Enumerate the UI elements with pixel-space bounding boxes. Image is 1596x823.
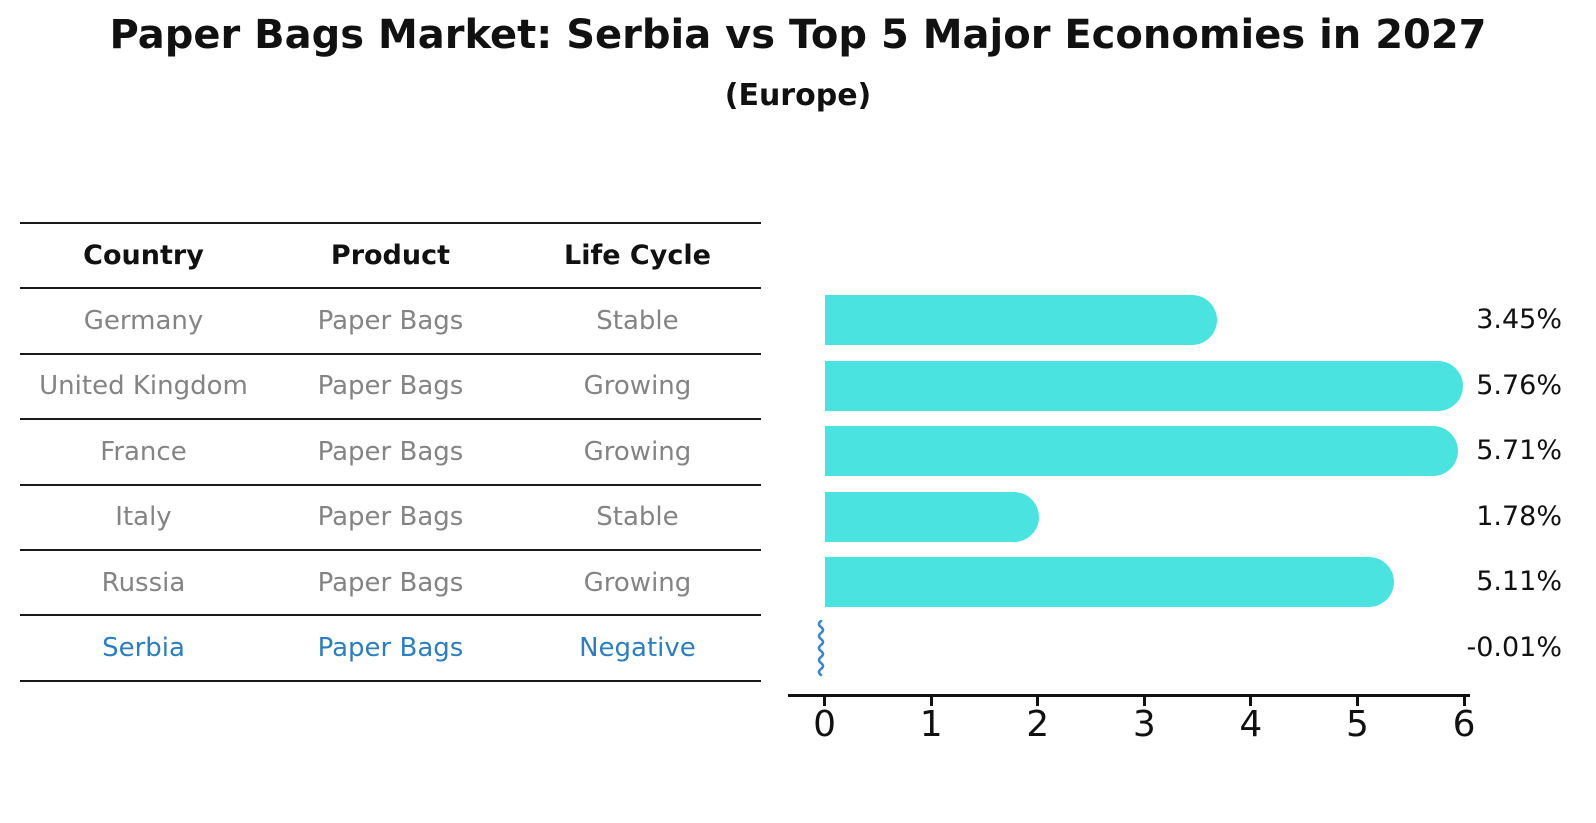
cell-life-cycle: Stable	[596, 502, 679, 533]
x-axis-tick-label-0: 0	[813, 704, 837, 745]
cell-country: Italy	[115, 502, 172, 533]
value-label-italy: 1.78%	[1476, 501, 1562, 532]
cell-country: France	[100, 436, 187, 467]
x-axis-tick-0	[823, 697, 827, 706]
chart-title: Paper Bags Market: Serbia vs Top 5 Major…	[109, 12, 1487, 58]
cell-product: Paper Bags	[317, 502, 464, 533]
negative-value-squiggle-serbia	[815, 619, 827, 682]
cell-life-cycle: Growing	[583, 567, 692, 598]
table-row: Italy Paper Bags Stable	[20, 486, 761, 551]
bar-germany	[824, 295, 1218, 345]
bar-france	[824, 426, 1459, 476]
table-row: France Paper Bags Growing	[20, 420, 761, 486]
x-axis-tick-1	[929, 697, 933, 706]
x-axis-line	[788, 694, 1470, 697]
cell-life-cycle: Negative	[579, 633, 696, 664]
x-axis-tick-label-5: 5	[1345, 704, 1369, 745]
x-axis-tick-5	[1355, 697, 1359, 706]
table-row: Russia Paper Bags Growing	[20, 551, 761, 617]
cell-life-cycle: Growing	[583, 371, 692, 402]
x-axis-tick-label-4: 4	[1239, 704, 1263, 745]
country-table: Country Product Life Cycle Germany Paper Bag…	[20, 222, 761, 682]
bar-italy	[824, 492, 1040, 542]
value-label-france: 5.71%	[1476, 435, 1562, 466]
value-label-united-kingdom: 5.76%	[1476, 370, 1562, 401]
cell-country: Russia	[101, 567, 186, 598]
cell-country: Germany	[83, 306, 204, 337]
chart-subtitle: (Europe)	[724, 78, 872, 113]
cell-product: Paper Bags	[317, 567, 464, 598]
cell-country: Serbia	[102, 633, 185, 664]
cell-country: United Kingdom	[39, 371, 248, 402]
table-row: United Kingdom Paper Bags Growing	[20, 355, 761, 421]
x-axis-tick-4	[1249, 697, 1253, 706]
x-axis-tick-3	[1142, 697, 1146, 706]
x-axis-tick-label-6: 6	[1452, 704, 1476, 745]
x-axis-tick-2	[1036, 697, 1040, 706]
bar-united-kingdom	[824, 361, 1464, 411]
cell-life-cycle: Growing	[583, 436, 692, 467]
cell-life-cycle: Stable	[596, 306, 679, 337]
bar-russia	[824, 557, 1395, 607]
x-axis-tick-label-3: 3	[1132, 704, 1156, 745]
cell-product: Paper Bags	[317, 306, 464, 337]
col-header-country: Country	[83, 240, 204, 272]
x-axis-tick-label-1: 1	[919, 704, 943, 745]
col-header-life-cycle: Life Cycle	[564, 240, 711, 272]
table-row: Germany Paper Bags Stable	[20, 289, 761, 355]
table-row: Serbia Paper Bags Negative	[20, 616, 761, 682]
table-header-row: Country Product Life Cycle	[20, 224, 761, 290]
col-header-product: Product	[330, 240, 451, 272]
x-axis-tick-label-2: 2	[1026, 704, 1050, 745]
x-axis-tick-6	[1462, 697, 1466, 706]
cell-product: Paper Bags	[317, 436, 464, 467]
cell-product: Paper Bags	[317, 371, 464, 402]
value-label-germany: 3.45%	[1476, 304, 1562, 335]
value-label-russia: 5.11%	[1476, 566, 1562, 597]
cell-product: Paper Bags	[317, 633, 464, 664]
value-label-serbia: -0.01%	[1466, 632, 1562, 663]
